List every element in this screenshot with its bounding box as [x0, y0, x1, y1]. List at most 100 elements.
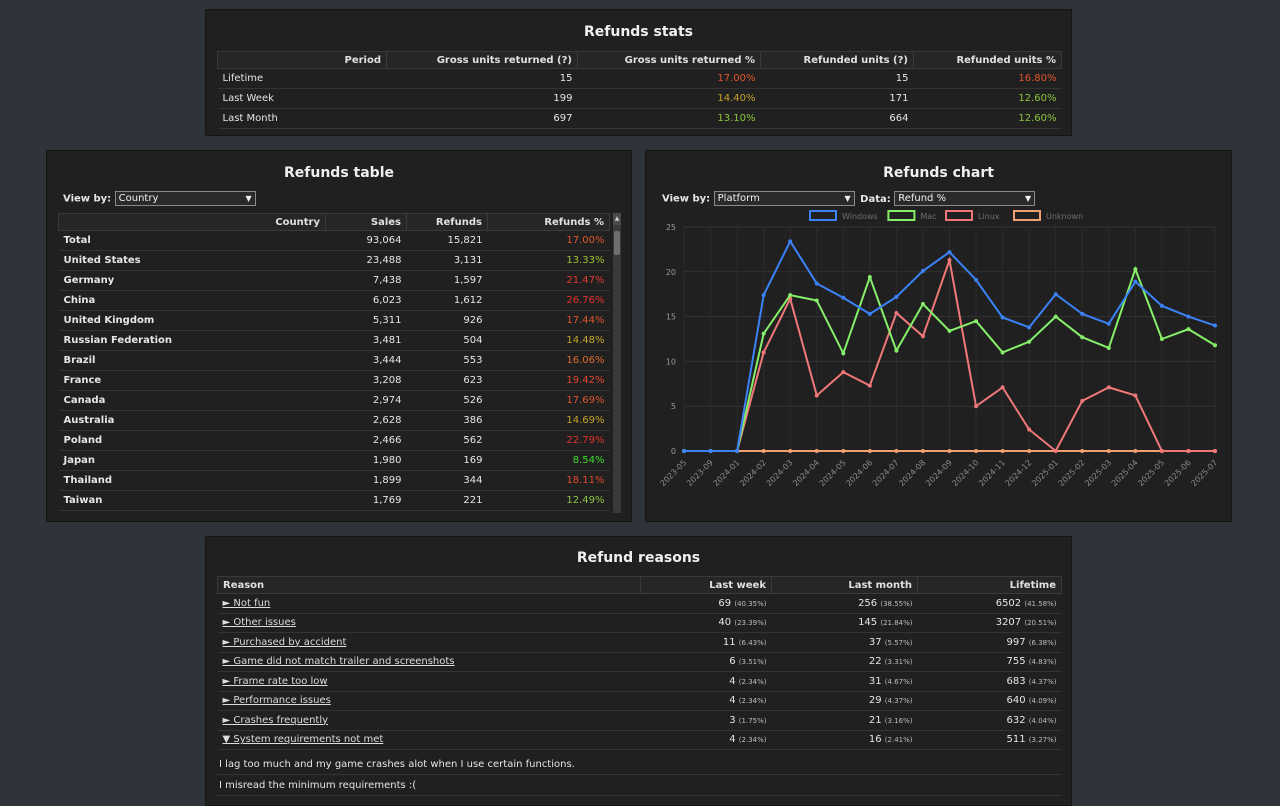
reason-toggle-link[interactable]: ► Frame rate too low — [222, 675, 328, 687]
table-row: Poland 2,466 562 22.79% — [58, 430, 610, 451]
data-point — [1159, 303, 1164, 308]
data-point — [920, 449, 925, 453]
x-tick-label: 2024-12 — [1004, 458, 1034, 488]
reason-lifetime-count: 755 — [1006, 656, 1026, 668]
reason-toggle-link[interactable]: ► Purchased by accident — [222, 636, 347, 648]
reason-toggle-link[interactable]: ▼ System requirements not met — [222, 734, 384, 746]
data-point — [1027, 325, 1032, 330]
reason-toggle-link[interactable]: ► Crashes frequently — [222, 714, 329, 726]
reason-last-month: 21 (3.16%) — [771, 710, 918, 731]
country-refunds-pct: 12.49% — [487, 490, 610, 511]
reason-lifetime-count: 6502 — [995, 597, 1022, 609]
reason-last-week-pct: (23.39%) — [734, 619, 767, 628]
reason-last-month-pct: (2.41%) — [884, 736, 913, 745]
legend-swatch[interactable] — [809, 210, 837, 221]
reason-toggle-link[interactable]: ► Game did not match trailer and screens… — [222, 656, 455, 668]
col-refunds[interactable]: Refunds — [406, 213, 488, 231]
data-point — [1133, 449, 1138, 453]
legend-swatch[interactable] — [1013, 210, 1041, 221]
legend-swatch[interactable] — [887, 210, 916, 221]
reason-last-month-pct: (4.67%) — [884, 677, 913, 686]
reason-toggle-link[interactable]: ► Performance issues — [222, 695, 331, 707]
country-name: Canada — [58, 390, 326, 411]
reason-last-month: 256 (38.55%) — [771, 593, 918, 614]
col-refunds-pct[interactable]: Refunds % — [487, 213, 610, 231]
reason-last-month-count: 31 — [868, 675, 882, 687]
reason-lifetime-count: 997 — [1006, 636, 1026, 648]
reason-last-month-count: 37 — [868, 636, 882, 648]
table-row: United Kingdom 5,311 926 17.44% — [58, 310, 610, 331]
data-point — [1213, 343, 1217, 348]
country-name: United Kingdom — [58, 310, 326, 331]
country-refunds-pct: 26.76% — [487, 290, 610, 311]
reason-toggle-link[interactable]: ► Other issues — [222, 617, 296, 629]
country-refunds: 504 — [406, 330, 488, 351]
scroll-up-icon[interactable]: ▲ — [613, 213, 621, 225]
legend-label[interactable]: Unknown — [1046, 212, 1083, 221]
table-row: ► Not fun 69 (40.35%) 256 (38.55%) 6502 (41… — [217, 593, 1062, 614]
data-point — [1159, 449, 1164, 453]
refunds-table-scroll[interactable]: Country Sales Refunds Refunds % Total 93,… — [58, 213, 610, 513]
legend-swatch[interactable] — [945, 210, 973, 221]
country-refunds: 1,597 — [406, 270, 488, 291]
country-refunds: 623 — [406, 370, 488, 391]
table-row: Taiwan 1,769 221 12.49% — [58, 490, 610, 511]
refunds-table-panel: Refunds table View by: Country ▼ Country … — [46, 150, 632, 522]
table-row: Germany 7,438 1,597 21.47% — [58, 270, 610, 291]
refund-comment: I misread the minimum requirements :( — [217, 775, 1062, 796]
data-point — [814, 298, 819, 303]
reason-last-week: 4 (2.34%) — [640, 671, 772, 692]
x-tick-label: 2024-01 — [712, 458, 742, 488]
platform-select[interactable]: Platform ▼ — [713, 191, 855, 206]
x-tick-label: 2025-05 — [1136, 458, 1166, 488]
legend-label[interactable]: Mac — [920, 212, 936, 221]
reason-lifetime: 997 (6.38%) — [917, 632, 1062, 653]
data-point — [1000, 350, 1005, 355]
data-select[interactable]: Refund % ▼ — [894, 191, 1036, 206]
data-point — [894, 449, 899, 453]
col-last-week: Last week — [640, 576, 772, 594]
country-sales: 93,064 — [325, 230, 407, 251]
country-refunds: 926 — [406, 310, 488, 331]
reason-last-week-pct: (40.35%) — [734, 599, 767, 608]
country-refunds: 344 — [406, 470, 488, 491]
col-refunded-units[interactable]: Refunded units (?) — [760, 51, 914, 69]
data-point — [761, 293, 766, 298]
legend-label[interactable]: Linux — [978, 212, 1000, 221]
data-point — [1186, 314, 1191, 319]
reason-toggle-link[interactable]: ► Not fun — [222, 597, 271, 609]
data-select-value: Refund % — [898, 193, 947, 204]
legend-label[interactable]: Windows — [842, 212, 878, 221]
data-point — [1133, 279, 1138, 284]
country-name: Thailand — [58, 470, 326, 491]
country-refunds-pct: 19.42% — [487, 370, 610, 391]
scrollbar-thumb[interactable] — [614, 231, 620, 255]
col-lifetime: Lifetime — [917, 576, 1062, 594]
col-sales[interactable]: Sales — [325, 213, 407, 231]
col-gross-units[interactable]: Gross units returned (?) — [386, 51, 578, 69]
scrollbar[interactable]: ▲ — [613, 213, 621, 513]
chart-controls: View by: Platform ▼ Data: Refund % ▼ — [662, 191, 1036, 206]
country-select-value: Country — [118, 193, 159, 204]
reason-lifetime: 683 (4.37%) — [917, 671, 1062, 692]
reason-last-week-count: 69 — [718, 597, 732, 609]
reason-last-week-count: 3 — [729, 714, 736, 726]
reason-cell: ► Not fun — [217, 593, 641, 614]
table-row: United States 23,488 3,131 13.33% — [58, 250, 610, 271]
reason-last-month: 31 (4.67%) — [771, 671, 918, 692]
table-row: ► Performance issues 4 (2.34%) 29 (4.37%) 6… — [217, 691, 1062, 711]
country-refunds: 1,612 — [406, 290, 488, 311]
col-country[interactable]: Country — [58, 213, 326, 231]
reason-lifetime: 632 (4.04%) — [917, 710, 1062, 731]
reason-lifetime-count: 683 — [1006, 675, 1026, 687]
country-name: Russian Federation — [58, 330, 326, 351]
data-point — [1000, 385, 1005, 390]
reason-last-week-count: 40 — [718, 617, 732, 629]
platform-select-value: Platform — [717, 193, 760, 204]
col-reason: Reason — [217, 576, 641, 594]
reason-last-month-count: 16 — [868, 734, 882, 746]
country-refunds: 169 — [406, 450, 488, 471]
data-point — [947, 250, 952, 255]
country-select[interactable]: Country ▼ — [114, 191, 256, 206]
data-point — [841, 295, 846, 300]
